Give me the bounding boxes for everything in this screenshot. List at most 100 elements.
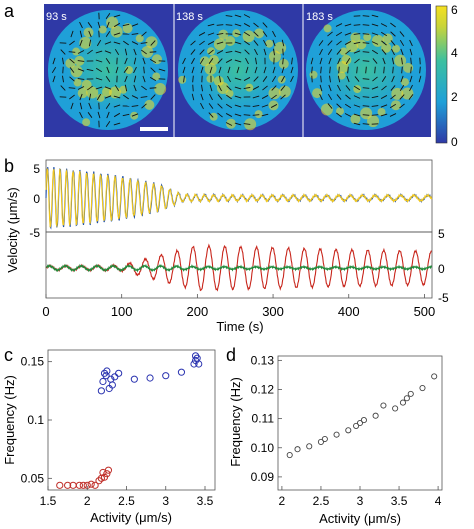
flow-field-3 [306,10,426,130]
flow-arrow [271,85,277,91]
flow-arrow [311,66,313,74]
flow-arrow [200,102,204,110]
flow-arrow [374,66,376,74]
flow-arrow [381,40,387,46]
flow-arrow [96,93,102,101]
flow-arrow [131,33,139,35]
speckle [341,54,352,65]
speckle [356,39,367,50]
c-data-point [64,481,72,489]
flow-arrow [95,77,103,81]
flow-arrow [272,39,276,47]
speckle [82,118,91,127]
flow-arrow [371,114,379,116]
flow-arrow [199,40,205,46]
d-data-point [380,402,387,409]
flow-arrow [150,94,156,100]
d-data-point [431,373,438,380]
flow-arrow [344,103,352,109]
flow-arrow [201,84,203,92]
speckle [401,87,414,100]
b-x-tick-label: 400 [338,304,360,319]
flow-arrow [371,95,379,99]
flow-arrow [217,58,223,64]
flow-arrow [124,75,128,83]
flow-arrow [62,57,64,65]
speckle [218,29,229,40]
flow-arrow [234,23,242,27]
speckle [400,78,409,87]
speckle [265,39,274,48]
panel-b-label: b [4,156,14,176]
b-x-axis-label: Time (s) [216,319,263,334]
flow-arrow [356,66,358,74]
flow-arrow [380,23,388,27]
flow-arrow [133,48,137,56]
flow-arrow [328,57,332,65]
flow-arrow [418,75,422,83]
flow-arrow [113,95,121,99]
flow-arrow [234,86,242,90]
flow-arrow [382,57,386,65]
flow-arrow [79,39,83,47]
flow-arrow [371,41,379,45]
flow-arrow [207,41,215,45]
flow-arrow [113,122,121,126]
flow-arrow [140,96,148,98]
flow-arrow [150,40,156,46]
flow-arrow [113,32,121,36]
flow-arrow [234,77,242,81]
speckle [141,45,154,58]
speckle [207,47,216,56]
flow-arrow [344,23,352,27]
speckle [323,24,332,33]
speckle [65,58,76,69]
flow-arrow [79,102,83,110]
flow-arrow [253,31,259,37]
flow-arrow [263,48,267,56]
flow-arrow [87,49,93,55]
d-data-point [419,384,426,392]
panel-c-axes [47,349,216,491]
flow-arrow [391,75,395,83]
flow-arrow [362,42,370,44]
c-data-point [56,481,64,489]
b-right-tick-neg5: -5 [438,291,449,305]
flow-arrow [225,59,233,63]
c-data-point [190,360,198,368]
b-right-tick-5: 5 [438,227,445,241]
flow-arrow [122,113,130,117]
flow-arrow [353,95,361,99]
flow-arrow [142,75,146,83]
flow-arrow [234,104,242,108]
d-data-point [321,435,328,443]
flow-arrow [95,50,103,54]
flow-arrow [243,14,251,18]
flow-arrow [236,66,240,74]
flow-arrow [104,95,112,99]
speckle [77,88,88,99]
flow-arrow [106,111,110,119]
speckle [350,114,361,125]
flow-arrow [88,30,92,38]
flow-arrow [383,66,385,74]
flow-arrow [245,57,249,65]
flow-arrow [124,48,128,56]
flow-arrow [77,50,85,54]
d-data-point [333,431,340,438]
flow-arrow [319,57,323,65]
flow-arrow [353,33,361,35]
flow-arrow [255,57,257,65]
b-right-tick-0: 0 [438,262,445,276]
flow-arrow [362,33,370,35]
b-x-tick-label: 200 [187,304,209,319]
speckle [110,25,123,38]
flow-arrow [392,66,394,74]
speckle [154,83,167,96]
flow-arrow [327,31,333,37]
speckle [226,118,237,129]
d-data-point [345,427,352,434]
flow-arrow [362,60,370,62]
flow-arrow [199,49,205,55]
